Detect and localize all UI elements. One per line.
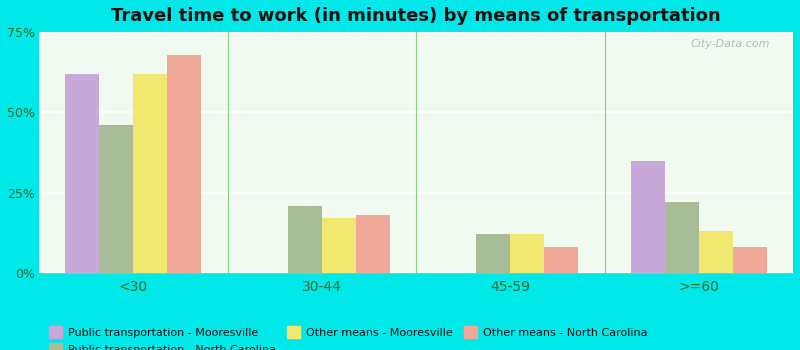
Bar — [476, 234, 510, 273]
Bar — [733, 247, 766, 273]
Bar — [356, 215, 390, 273]
Bar — [665, 202, 699, 273]
Bar — [699, 231, 733, 273]
Text: City-Data.com: City-Data.com — [691, 39, 770, 49]
Bar — [66, 74, 99, 273]
Bar — [99, 125, 134, 273]
Bar — [544, 247, 578, 273]
Legend: Public transportation - Mooresville, Public transportation - North Carolina, Oth: Public transportation - Mooresville, Pub… — [45, 322, 652, 350]
Bar — [288, 205, 322, 273]
Bar — [134, 74, 167, 273]
Bar — [167, 55, 202, 273]
Title: Travel time to work (in minutes) by means of transportation: Travel time to work (in minutes) by mean… — [111, 7, 721, 25]
Bar — [510, 234, 544, 273]
Bar — [322, 218, 356, 273]
Bar — [631, 161, 665, 273]
